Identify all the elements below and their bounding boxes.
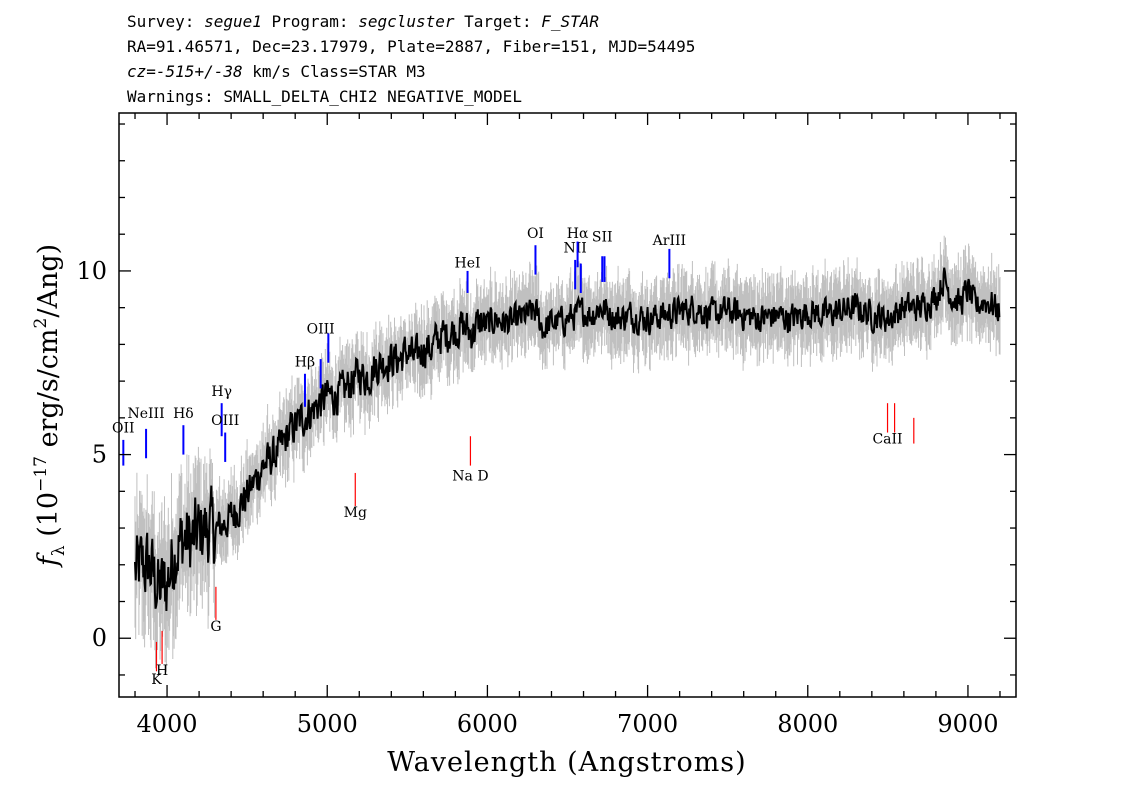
- cz-value: -515+/-38: [155, 62, 243, 81]
- line-marker-label-20: Na D: [452, 468, 488, 484]
- line-marker-label-10: NII: [564, 241, 587, 257]
- y-axis-label: fλ (10−17 erg/s/cm2/Ang): [31, 244, 69, 568]
- line-marker-label-2: Hδ: [173, 406, 194, 422]
- plot-frame: [118, 112, 1017, 698]
- header-line-4: Warnings: SMALL_DELTA_CHI2 NEGATIVE_MODE…: [127, 87, 522, 106]
- y-tick-label: 5: [92, 441, 107, 469]
- header-line-1: Survey: segue1 Program: segcluster Targe…: [127, 12, 599, 31]
- survey-label: Survey:: [127, 12, 205, 31]
- x-tick-label: 4000: [137, 710, 198, 738]
- x-tick-label: 5000: [297, 710, 358, 738]
- line-marker-label-4: OIII: [211, 413, 239, 429]
- line-marker-label-0: OII: [112, 421, 135, 437]
- line-marker-label-21: CaII: [872, 432, 902, 448]
- cz-equals: =: [146, 62, 156, 81]
- line-marker-label-13: SII: [592, 230, 613, 246]
- target-value: F_STAR: [541, 12, 600, 31]
- x-axis-label: Wavelength (Angstroms): [387, 747, 746, 778]
- header-line-2: RA=91.46571, Dec=23.17979, Plate=2887, F…: [127, 37, 696, 56]
- y-tick-label: 0: [92, 624, 107, 652]
- line-marker-label-11: Hα: [567, 226, 589, 242]
- flux-series-line: [134, 267, 1001, 612]
- survey-value: segue1: [204, 12, 262, 31]
- line-marker-label-17: H: [156, 663, 168, 679]
- y-tick-label: 10: [76, 257, 107, 285]
- cz-label: cz: [127, 62, 147, 81]
- line-marker-label-15: ArIII: [652, 233, 686, 249]
- line-marker-label-1: NeIII: [127, 406, 164, 422]
- cz-units-class: km/s Class=STAR M3: [242, 62, 426, 81]
- line-marker-label-6: OIII: [307, 321, 335, 337]
- program-value: segcluster: [358, 12, 455, 31]
- x-tick-label: 7000: [617, 710, 678, 738]
- x-tick-label: 6000: [457, 710, 518, 738]
- target-label: Target:: [454, 12, 542, 31]
- line-marker-label-16: K: [151, 672, 162, 688]
- line-marker-label-8: HeI: [455, 255, 481, 271]
- line-marker-label-19: Mg: [344, 505, 367, 521]
- line-marker-label-3: Hγ: [211, 384, 232, 400]
- x-tick-label: 8000: [777, 710, 838, 738]
- line-marker-label-9: OI: [527, 226, 544, 242]
- line-marker-label-5: Hβ: [295, 354, 315, 370]
- x-tick-label: 9000: [937, 710, 998, 738]
- line-marker-label-18: G: [210, 619, 221, 635]
- header-line-3: cz=-515+/-38 km/s Class=STAR M3: [127, 62, 426, 81]
- program-label: Program:: [261, 12, 359, 31]
